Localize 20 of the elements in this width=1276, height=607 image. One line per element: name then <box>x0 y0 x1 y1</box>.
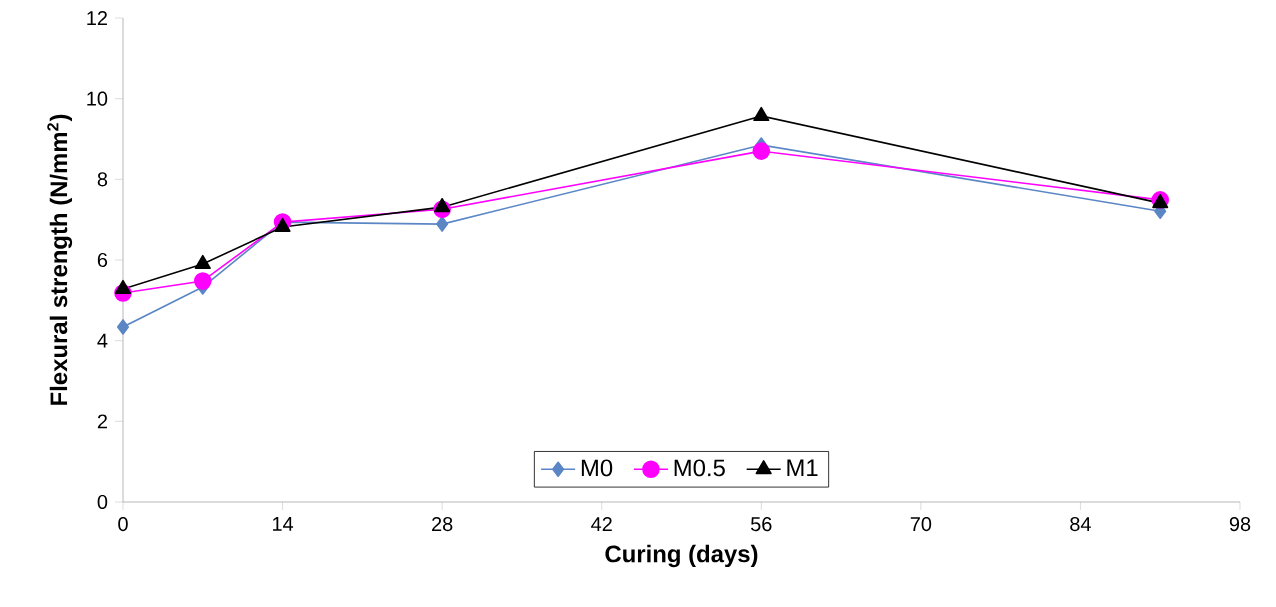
y-tick-label: 0 <box>97 494 108 510</box>
x-tick-label: 14 <box>273 517 294 531</box>
y-tick-label: 10 <box>87 91 108 106</box>
x-tick-label: 0 <box>118 517 128 532</box>
y-tick-label: 6 <box>97 252 108 268</box>
y-tick-label: 12 <box>87 11 107 25</box>
y-tick-label: 4 <box>97 333 108 348</box>
x-tick-label: 70 <box>910 517 932 532</box>
x-tick-label: 28 <box>432 517 453 532</box>
x-tick-label: 84 <box>1070 517 1091 532</box>
x-tick-label: 42 <box>591 517 612 531</box>
y-axis-title: Flexural strength (N/mm$^{2}$) <box>47 114 73 405</box>
x-axis-title: Curing (days) <box>605 544 758 568</box>
legend-label: M1 <box>787 459 818 476</box>
x-tick-label: 98 <box>1229 517 1251 532</box>
x-tick-label: 56 <box>751 517 772 532</box>
legend-label: M0 <box>581 459 613 477</box>
y-tick-label: 2 <box>97 414 107 429</box>
y-tick-label: 8 <box>97 172 108 187</box>
legend-label: M0.5 <box>674 459 725 477</box>
